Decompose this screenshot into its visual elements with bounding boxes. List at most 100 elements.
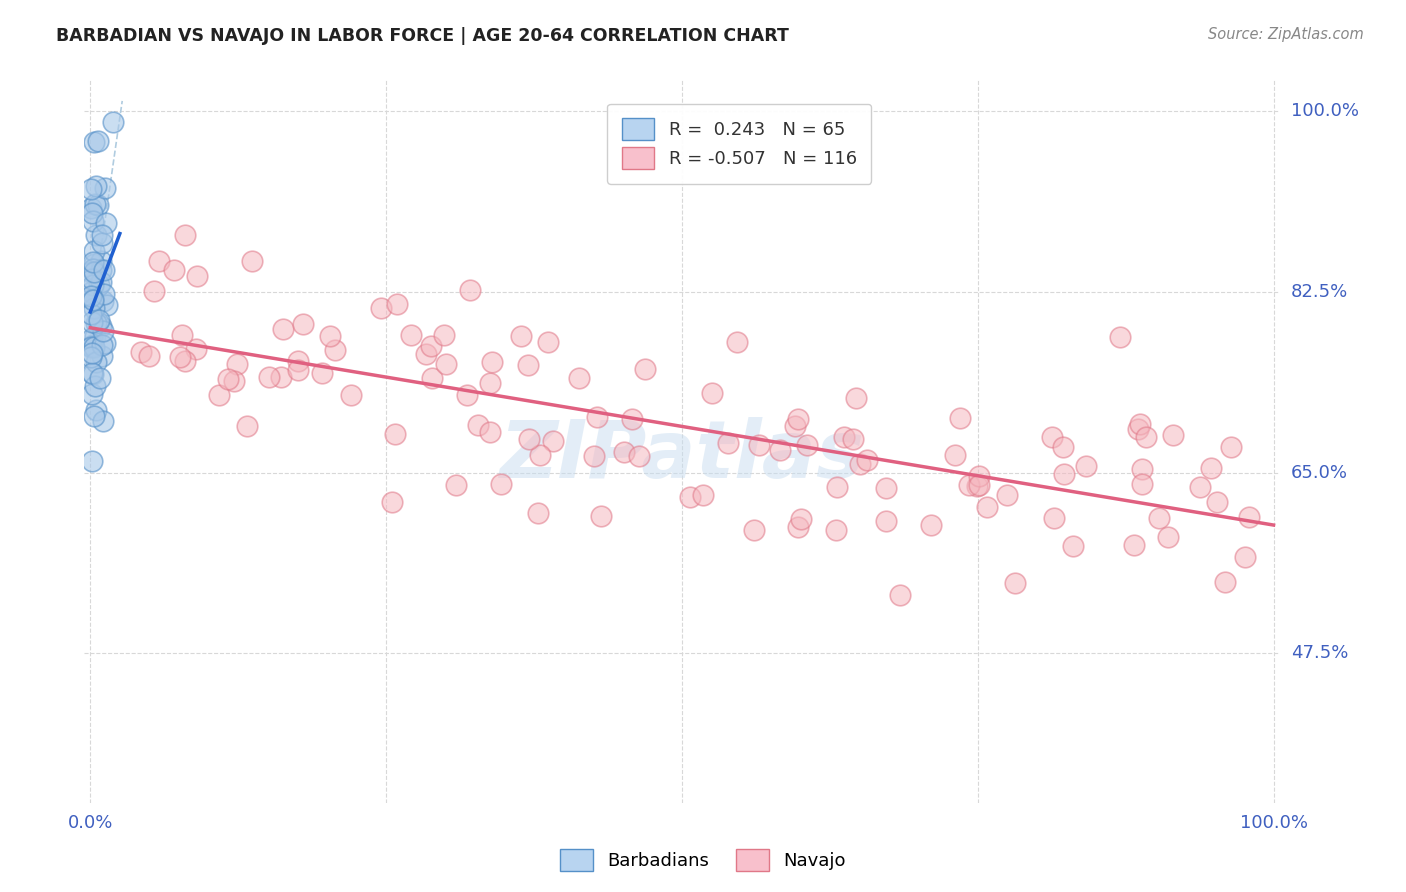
Point <box>537 334 560 349</box>
Point <box>1004 575 1026 590</box>
Point <box>82 387 104 401</box>
Point <box>628 449 651 463</box>
Point <box>83 257 105 271</box>
Point <box>83 301 105 315</box>
Point <box>80 314 103 328</box>
Point <box>679 490 702 504</box>
Point <box>967 478 990 492</box>
Point <box>311 367 333 381</box>
Point <box>82 367 104 381</box>
Point <box>82 277 104 292</box>
Point <box>82 338 104 352</box>
Point <box>796 438 818 452</box>
Point <box>489 477 512 491</box>
Text: Source: ZipAtlas.com: Source: ZipAtlas.com <box>1208 27 1364 42</box>
Point <box>173 354 195 368</box>
Point <box>1130 477 1153 491</box>
Point <box>787 412 810 426</box>
Point <box>82 331 104 345</box>
Point <box>966 479 988 493</box>
Point <box>517 432 540 446</box>
Point <box>82 293 104 307</box>
Point <box>509 329 531 343</box>
Point <box>83 340 105 354</box>
Point <box>399 327 422 342</box>
Point <box>420 339 443 353</box>
Point <box>420 371 443 385</box>
Point <box>87 315 110 329</box>
Point <box>90 319 112 334</box>
Point <box>415 346 437 360</box>
Text: 47.5%: 47.5% <box>1291 644 1348 662</box>
Point <box>1135 430 1157 444</box>
Point <box>1206 495 1229 509</box>
Point <box>976 500 998 514</box>
Point <box>82 254 104 268</box>
Point <box>725 335 748 350</box>
Point <box>131 345 153 359</box>
Point <box>479 376 502 390</box>
Point <box>90 254 112 268</box>
Point <box>456 387 478 401</box>
Point <box>83 329 105 343</box>
Point <box>1040 430 1063 444</box>
Point <box>80 181 103 195</box>
Point <box>1157 530 1180 544</box>
Point <box>700 385 723 400</box>
Point <box>91 349 114 363</box>
Point <box>80 206 103 220</box>
Text: BARBADIAN VS NAVAJO IN LABOR FORCE | AGE 20-64 CORRELATION CHART: BARBADIAN VS NAVAJO IN LABOR FORCE | AGE… <box>56 27 789 45</box>
Point <box>80 285 103 299</box>
Point <box>433 327 456 342</box>
Point <box>84 316 107 330</box>
Point <box>84 379 107 393</box>
Point <box>1062 539 1084 553</box>
Point <box>91 338 114 352</box>
Text: 82.5%: 82.5% <box>1291 283 1348 301</box>
Point <box>86 197 108 211</box>
Point <box>225 357 247 371</box>
Point <box>825 480 848 494</box>
Point <box>172 328 194 343</box>
Point <box>582 450 605 464</box>
Point <box>1053 467 1076 482</box>
Point <box>849 457 872 471</box>
Point <box>91 235 114 250</box>
Point <box>96 216 118 230</box>
Point <box>1237 509 1260 524</box>
Point <box>1052 440 1074 454</box>
Point <box>174 228 197 243</box>
Point <box>163 263 186 277</box>
Point <box>80 201 103 215</box>
Point <box>91 228 114 243</box>
Point <box>80 350 103 364</box>
Point <box>80 340 103 354</box>
Point <box>467 418 489 433</box>
Point <box>1215 575 1237 590</box>
Point <box>1189 480 1212 494</box>
Point <box>434 357 457 371</box>
Point <box>91 414 114 428</box>
Point <box>87 313 110 327</box>
Point <box>1126 422 1149 436</box>
Point <box>91 324 114 338</box>
Point <box>943 448 966 462</box>
Point <box>208 388 231 402</box>
Point <box>83 409 105 423</box>
Text: ZIPatlas: ZIPatlas <box>499 417 865 495</box>
Point <box>1199 460 1222 475</box>
Point <box>292 317 315 331</box>
Point <box>384 427 406 442</box>
Point <box>786 520 808 534</box>
Point <box>842 432 865 446</box>
Point <box>101 114 124 128</box>
Point <box>224 374 246 388</box>
Point <box>83 244 105 259</box>
Point <box>529 448 551 462</box>
Point <box>82 272 104 286</box>
Point <box>236 419 259 434</box>
Point <box>323 343 346 358</box>
Point <box>84 228 107 243</box>
Point <box>339 388 361 402</box>
Point <box>591 508 613 523</box>
